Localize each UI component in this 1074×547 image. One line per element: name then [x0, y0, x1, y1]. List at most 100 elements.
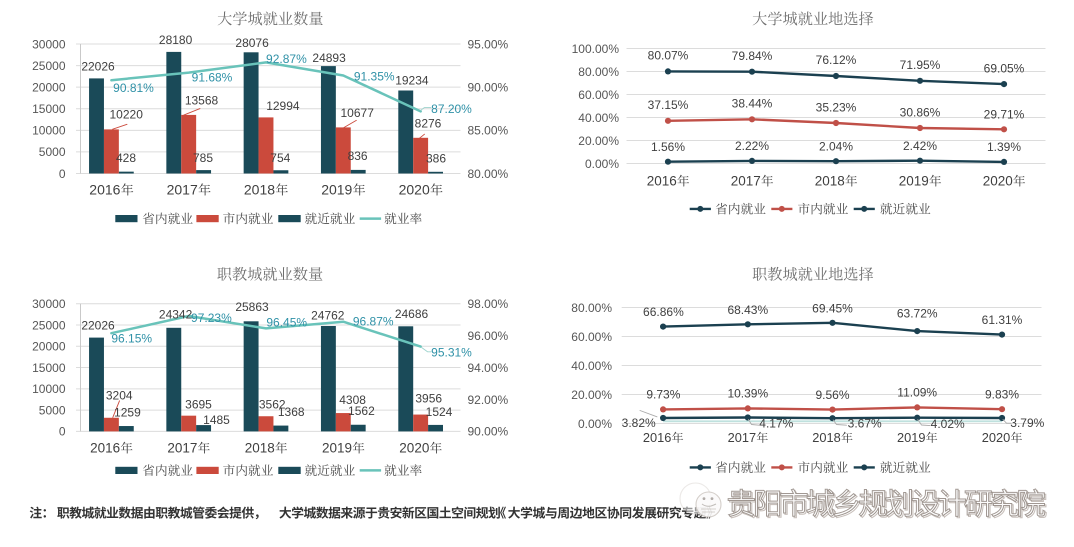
- svg-text:3562: 3562: [259, 398, 286, 412]
- svg-text:25000: 25000: [32, 59, 66, 73]
- svg-text:63.72%: 63.72%: [897, 306, 938, 320]
- svg-text:2018: 2018: [812, 430, 840, 445]
- svg-text:96.15%: 96.15%: [111, 332, 152, 346]
- svg-text:1485: 1485: [203, 413, 230, 427]
- svg-text:2016: 2016: [90, 441, 120, 456]
- svg-text:2019: 2019: [322, 441, 352, 456]
- svg-text:2017: 2017: [167, 182, 198, 198]
- svg-text:12994: 12994: [266, 99, 300, 113]
- svg-text:28180: 28180: [159, 33, 193, 47]
- svg-text:35.23%: 35.23%: [816, 100, 857, 114]
- svg-text:2019: 2019: [321, 182, 352, 198]
- svg-text:95.31%: 95.31%: [431, 346, 472, 360]
- svg-text:5000: 5000: [39, 145, 66, 159]
- svg-text:66.86%: 66.86%: [643, 305, 684, 319]
- svg-text:2016: 2016: [643, 430, 671, 445]
- svg-text:2016: 2016: [89, 182, 120, 198]
- svg-text:0.00%: 0.00%: [585, 157, 619, 171]
- svg-text:90.00%: 90.00%: [468, 425, 509, 439]
- svg-text:69.05%: 69.05%: [984, 61, 1025, 75]
- svg-text:10220: 10220: [110, 108, 144, 122]
- svg-text:4.02%: 4.02%: [931, 417, 965, 431]
- svg-text:386: 386: [426, 152, 446, 166]
- svg-text:10000: 10000: [32, 382, 66, 396]
- svg-text:40.00%: 40.00%: [578, 111, 619, 125]
- svg-text:24686: 24686: [395, 307, 429, 321]
- svg-text:38.44%: 38.44%: [732, 97, 773, 111]
- svg-text:87.20%: 87.20%: [431, 102, 472, 116]
- svg-text:24762: 24762: [311, 308, 345, 322]
- svg-text:3.67%: 3.67%: [848, 417, 882, 431]
- svg-text:10677: 10677: [341, 106, 375, 120]
- svg-text:97.23%: 97.23%: [191, 311, 232, 325]
- svg-text:95.00%: 95.00%: [468, 37, 509, 51]
- svg-text:96.00%: 96.00%: [468, 329, 509, 343]
- svg-text:29.71%: 29.71%: [984, 108, 1025, 122]
- svg-text:2017: 2017: [167, 441, 197, 456]
- svg-text:37.15%: 37.15%: [648, 98, 689, 112]
- svg-text:20000: 20000: [32, 340, 66, 354]
- svg-text:25000: 25000: [32, 318, 66, 332]
- svg-text:9.73%: 9.73%: [646, 388, 680, 402]
- svg-text:92.87%: 92.87%: [266, 52, 307, 66]
- svg-text:3.82%: 3.82%: [622, 416, 656, 430]
- svg-text:8276: 8276: [415, 116, 442, 130]
- svg-text:2017: 2017: [731, 174, 761, 189]
- svg-text:13568: 13568: [185, 94, 219, 108]
- svg-text:90.00%: 90.00%: [468, 81, 509, 95]
- svg-text:2018: 2018: [245, 441, 275, 456]
- svg-text:30000: 30000: [32, 37, 66, 51]
- svg-text:2.04%: 2.04%: [819, 140, 853, 154]
- svg-text:92.00%: 92.00%: [468, 393, 509, 407]
- svg-text:2020: 2020: [983, 174, 1013, 189]
- svg-text:60.00%: 60.00%: [578, 88, 619, 102]
- svg-text:60.00%: 60.00%: [571, 330, 612, 344]
- svg-text:785: 785: [193, 151, 213, 165]
- svg-text:3956: 3956: [415, 392, 442, 406]
- svg-text:0.00%: 0.00%: [578, 417, 612, 431]
- svg-text:76.12%: 76.12%: [816, 53, 857, 67]
- svg-text:754: 754: [270, 151, 290, 165]
- svg-text:2020: 2020: [982, 430, 1010, 445]
- svg-text:9.56%: 9.56%: [815, 388, 849, 402]
- svg-text:15000: 15000: [32, 361, 66, 375]
- svg-text:15000: 15000: [32, 102, 66, 116]
- svg-text:2020: 2020: [399, 441, 429, 456]
- svg-text:61.31%: 61.31%: [982, 313, 1023, 327]
- svg-text:20000: 20000: [32, 81, 66, 95]
- svg-text:80.07%: 80.07%: [648, 49, 689, 63]
- svg-text:2.22%: 2.22%: [735, 139, 769, 153]
- svg-text:4308: 4308: [339, 393, 366, 407]
- svg-text:25863: 25863: [235, 300, 269, 314]
- svg-text:85.00%: 85.00%: [468, 124, 509, 138]
- svg-text:24342: 24342: [159, 308, 193, 322]
- svg-text:9.83%: 9.83%: [985, 387, 1019, 401]
- svg-text:91.68%: 91.68%: [192, 70, 233, 84]
- svg-text:1562: 1562: [348, 404, 375, 418]
- svg-text:10000: 10000: [32, 124, 66, 138]
- svg-text:20.00%: 20.00%: [571, 388, 612, 402]
- svg-text:71.95%: 71.95%: [900, 58, 941, 72]
- svg-text:22026: 22026: [81, 319, 115, 333]
- svg-text:94.00%: 94.00%: [468, 361, 509, 375]
- svg-text:0: 0: [59, 425, 66, 439]
- svg-text:96.87%: 96.87%: [353, 315, 394, 329]
- svg-text:90.81%: 90.81%: [113, 81, 154, 95]
- svg-text:3695: 3695: [185, 397, 212, 411]
- svg-text:96.45%: 96.45%: [266, 316, 307, 330]
- svg-text:5000: 5000: [39, 403, 66, 417]
- svg-text:1259: 1259: [114, 405, 141, 419]
- svg-text:2018: 2018: [244, 182, 275, 198]
- svg-text:10.39%: 10.39%: [727, 386, 768, 400]
- svg-text:69.45%: 69.45%: [812, 301, 853, 315]
- svg-text:79.84%: 79.84%: [732, 49, 773, 63]
- svg-text:836: 836: [348, 149, 368, 163]
- svg-text:80.00%: 80.00%: [468, 167, 509, 181]
- svg-text:4.17%: 4.17%: [759, 417, 793, 431]
- svg-text:2016: 2016: [647, 174, 677, 189]
- svg-text:428: 428: [116, 151, 136, 165]
- svg-text:100.00%: 100.00%: [572, 42, 620, 56]
- svg-text:1.56%: 1.56%: [651, 140, 685, 154]
- svg-text:3.79%: 3.79%: [1010, 416, 1044, 430]
- svg-text:22026: 22026: [81, 60, 115, 74]
